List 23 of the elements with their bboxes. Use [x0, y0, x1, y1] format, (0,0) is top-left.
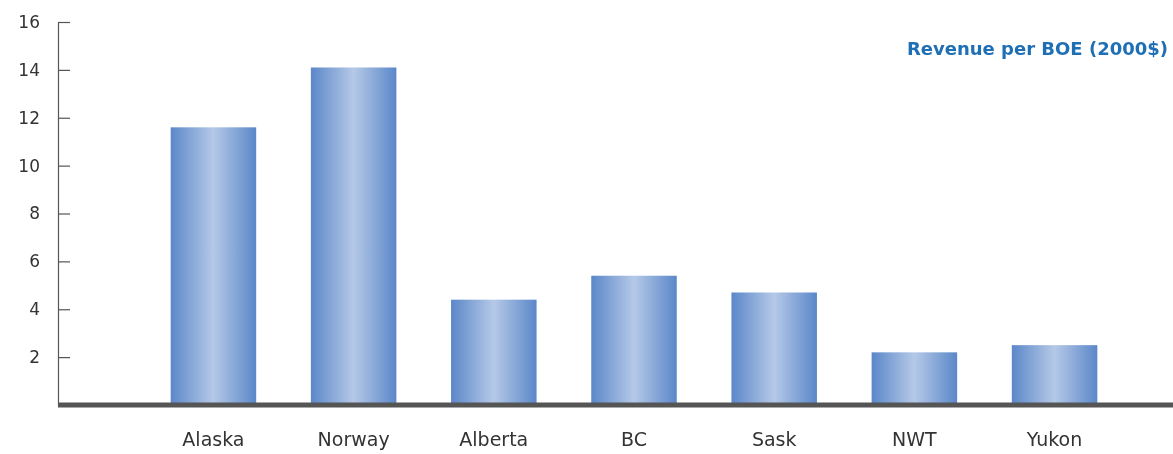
y-tick-label: 10	[18, 155, 40, 176]
bar	[731, 292, 817, 405]
bar	[591, 275, 677, 405]
bar	[451, 299, 537, 405]
x-tick-label: Alberta	[459, 428, 529, 450]
text: Revenue per BOE (2000$)	[906, 38, 1168, 59]
y-tick-label: 4	[29, 299, 40, 320]
bar	[310, 67, 397, 405]
x-tick-label: Sask	[751, 428, 797, 450]
y-tick-label: 2	[29, 347, 40, 368]
x-tick-label: BC	[621, 428, 647, 450]
y-tick-label: 12	[18, 107, 40, 128]
y-tick-label: 6	[29, 251, 40, 272]
x-tick-label: NWT	[892, 428, 938, 450]
x-tick-label: Yukon	[1025, 428, 1083, 450]
bar	[871, 352, 958, 405]
y-tick-label: 16	[18, 11, 40, 32]
bar	[1011, 345, 1098, 405]
y-tick-label: 8	[29, 203, 40, 224]
x-tick-label: Alaska	[182, 428, 245, 450]
bar	[170, 127, 257, 405]
y-tick-label: 14	[18, 59, 40, 80]
x-tick-label: Norway	[317, 428, 390, 450]
